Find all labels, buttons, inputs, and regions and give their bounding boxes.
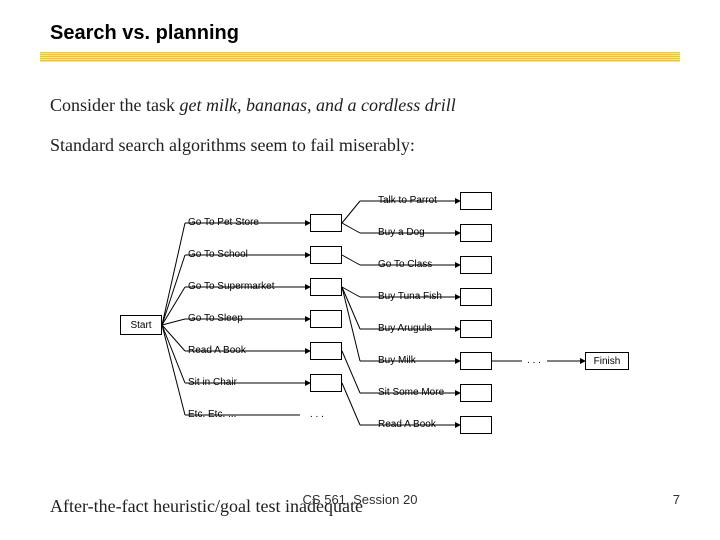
branch-label-0: Go To Pet Store (188, 217, 259, 228)
level2-label-7: Read A Book (378, 419, 436, 430)
level2-label-1: Buy a Dog (378, 227, 425, 238)
branch-box-0 (310, 214, 342, 232)
level2-box-3 (460, 288, 492, 306)
dots-mid: . . . (310, 409, 324, 420)
branch-label-1: Go To School (188, 249, 248, 260)
level2-box-4 (460, 320, 492, 338)
line-1b: get milk, bananas, and a cordless drill (179, 95, 455, 115)
line-2: Standard search algorithms seem to fail … (50, 135, 415, 156)
level2-box-1 (460, 224, 492, 242)
level2-label-0: Talk to Parrot (378, 195, 437, 206)
branch-box-4 (310, 342, 342, 360)
dots-right: . . . (527, 355, 541, 366)
level2-box-5 (460, 352, 492, 370)
level2-box-2 (460, 256, 492, 274)
branch-box-3 (310, 310, 342, 328)
branch-label-5: Sit in Chair (188, 377, 237, 388)
level2-label-2: Go To Class (378, 259, 432, 270)
branch-box-5 (310, 374, 342, 392)
level2-label-5: Buy Milk (378, 355, 416, 366)
line-1: Consider the task get milk, bananas, and… (50, 95, 456, 116)
finish-node: Finish (585, 352, 629, 370)
level2-box-7 (460, 416, 492, 434)
branch-label-4: Read A Book (188, 345, 246, 356)
branch-label-3: Go To Sleep (188, 313, 243, 324)
level2-label-4: Buy Arugula (378, 323, 432, 334)
start-node: Start (120, 315, 162, 335)
footer-page-number: 7 (673, 492, 680, 507)
title-underline (40, 52, 680, 62)
branch-box-1 (310, 246, 342, 264)
level2-box-0 (460, 192, 492, 210)
branch-label-6: Etc. Etc. ... (188, 409, 236, 420)
level2-label-3: Buy Tuna Fish (378, 291, 442, 302)
branch-label-2: Go To Supermarket (188, 281, 275, 292)
search-tree-diagram: Start Go To Pet Store Go To School Go To Su… (120, 180, 640, 460)
footer-center: CS 561, Session 20 (0, 492, 720, 507)
line-1a: Consider the task (50, 95, 179, 115)
slide-title: Search vs. planning (50, 22, 239, 45)
level2-box-6 (460, 384, 492, 402)
branch-box-2 (310, 278, 342, 296)
level2-label-6: Sit Some More (378, 387, 444, 398)
